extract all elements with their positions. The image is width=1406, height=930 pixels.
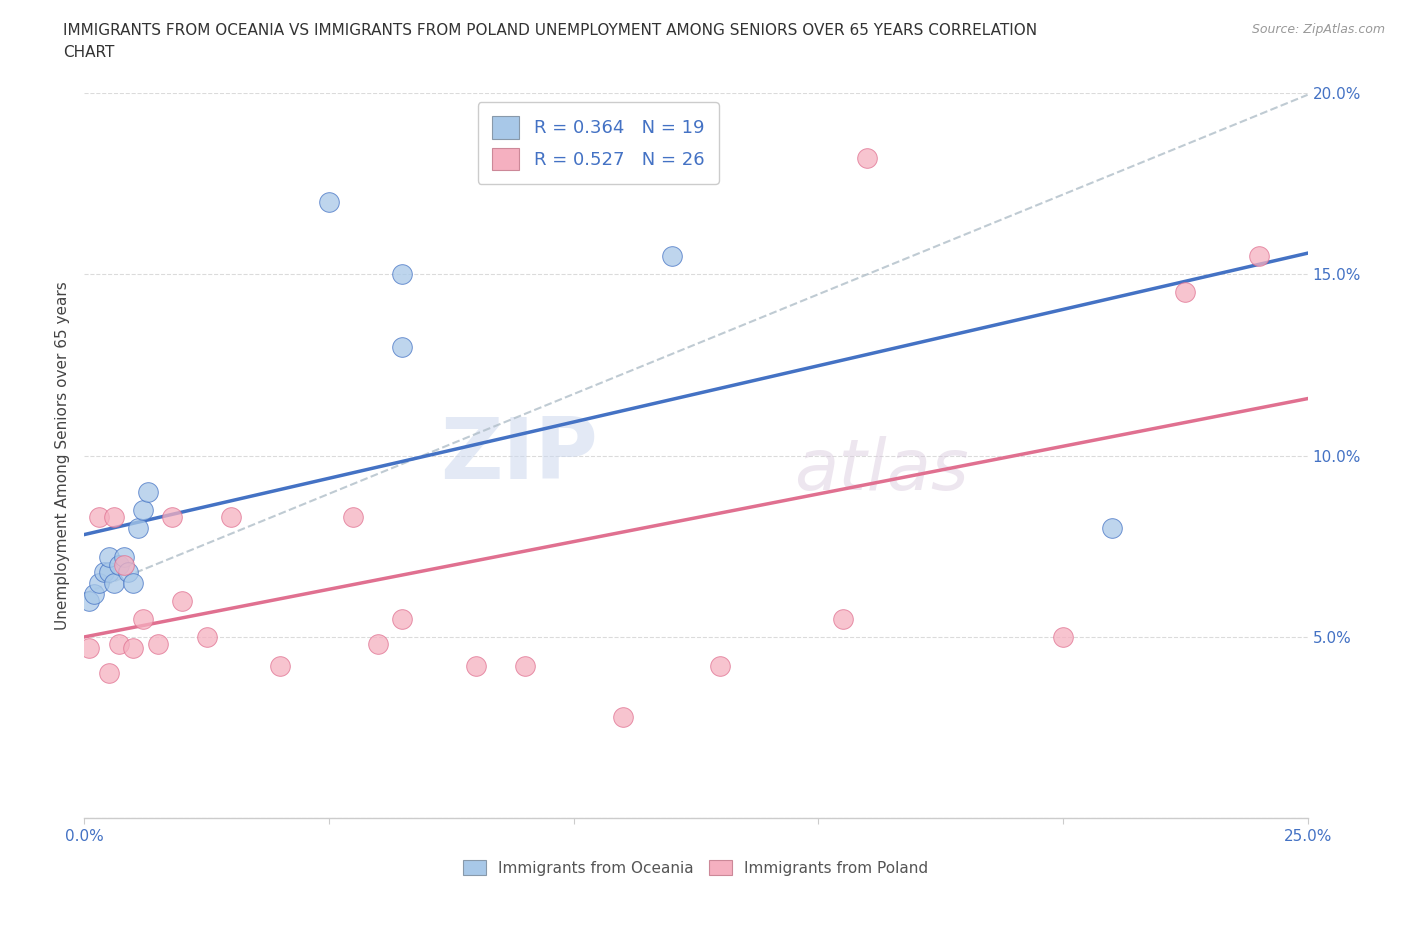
Point bbox=[1052, 630, 1074, 644]
Point bbox=[1101, 521, 1123, 536]
Point bbox=[709, 658, 731, 673]
Point bbox=[367, 637, 389, 652]
Point bbox=[661, 249, 683, 264]
Point bbox=[132, 502, 155, 517]
Point bbox=[112, 557, 135, 572]
Point bbox=[93, 565, 115, 579]
Point bbox=[132, 612, 155, 627]
Point bbox=[391, 267, 413, 282]
Point bbox=[162, 510, 184, 525]
Text: CHART: CHART bbox=[63, 45, 115, 60]
Point bbox=[87, 575, 110, 591]
Point bbox=[391, 339, 413, 354]
Point bbox=[1174, 285, 1197, 299]
Point bbox=[83, 586, 105, 601]
Point bbox=[831, 612, 853, 627]
Point bbox=[127, 521, 149, 536]
Point bbox=[195, 630, 218, 644]
Point bbox=[269, 658, 291, 673]
Point bbox=[513, 658, 536, 673]
Point bbox=[97, 666, 120, 681]
Point bbox=[107, 557, 129, 572]
Point bbox=[342, 510, 364, 525]
Point bbox=[97, 550, 120, 565]
Text: IMMIGRANTS FROM OCEANIA VS IMMIGRANTS FROM POLAND UNEMPLOYMENT AMONG SENIORS OVE: IMMIGRANTS FROM OCEANIA VS IMMIGRANTS FR… bbox=[63, 23, 1038, 38]
Text: ZIP: ZIP bbox=[440, 414, 598, 498]
Point bbox=[117, 565, 139, 579]
Point bbox=[112, 550, 135, 565]
Text: atlas: atlas bbox=[794, 436, 969, 505]
Point bbox=[856, 151, 879, 166]
Point bbox=[122, 641, 145, 656]
Point bbox=[122, 575, 145, 591]
Point bbox=[87, 510, 110, 525]
Point bbox=[318, 194, 340, 209]
Point bbox=[1247, 249, 1270, 264]
Point bbox=[464, 658, 486, 673]
Point bbox=[391, 612, 413, 627]
Point bbox=[219, 510, 242, 525]
Legend: R = 0.364   N = 19, R = 0.527   N = 26: R = 0.364 N = 19, R = 0.527 N = 26 bbox=[478, 102, 718, 184]
Point bbox=[103, 575, 125, 591]
Y-axis label: Unemployment Among Seniors over 65 years: Unemployment Among Seniors over 65 years bbox=[55, 282, 70, 631]
Point bbox=[612, 710, 634, 724]
Point bbox=[77, 641, 100, 656]
Point bbox=[172, 593, 194, 608]
Text: Source: ZipAtlas.com: Source: ZipAtlas.com bbox=[1251, 23, 1385, 36]
Point bbox=[97, 565, 120, 579]
Point bbox=[107, 637, 129, 652]
Point bbox=[77, 593, 100, 608]
Point bbox=[103, 510, 125, 525]
Point bbox=[136, 485, 159, 499]
Point bbox=[146, 637, 169, 652]
